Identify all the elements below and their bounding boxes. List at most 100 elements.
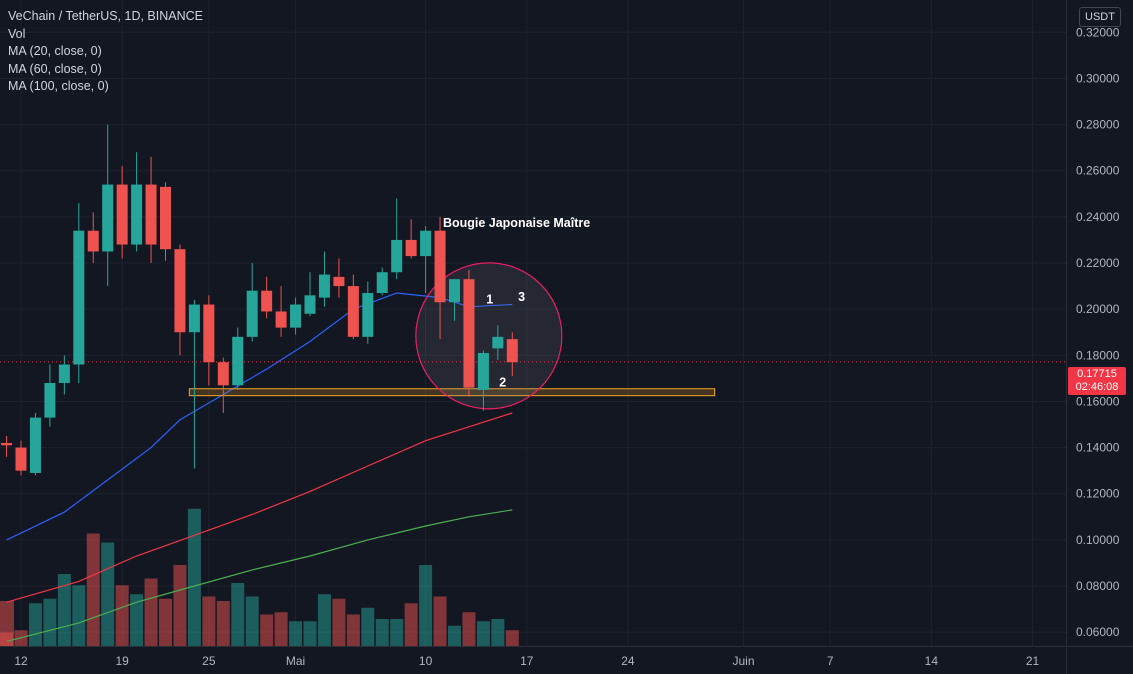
symbol-title[interactable]: VeChain / TetherUS, 1D, BINANCE: [8, 9, 203, 23]
candle-body: [203, 304, 215, 363]
volume-bar: [462, 612, 476, 646]
highlight-circle: [0, 262, 1066, 410]
time-tick-label: 21: [1026, 654, 1040, 668]
price-tick-label: 0.22000: [1076, 256, 1120, 270]
price-tick-label: 0.32000: [1076, 25, 1120, 39]
candle-body: [492, 336, 504, 349]
price-tick-label: 0.20000: [1076, 302, 1120, 316]
legend-vol[interactable]: Vol: [8, 26, 26, 41]
candle-body: [232, 336, 244, 386]
candle-body: [405, 239, 417, 257]
volume-bar: [332, 598, 346, 646]
candle-body: [1, 442, 13, 446]
volume-bar: [101, 542, 115, 646]
candle-body: [58, 364, 70, 383]
time-tick-label: 10: [419, 654, 433, 668]
time-axis[interactable]: 12 19 25 Mai 10 17 24 Juin 7 14 21: [0, 646, 1133, 669]
candle-body: [290, 304, 302, 328]
volume-bar: [130, 594, 144, 646]
price-tick-label: 0.16000: [1076, 394, 1120, 408]
price-tick-label: 0.12000: [1076, 487, 1120, 501]
volume-bar: [491, 619, 505, 646]
candle-body: [15, 447, 27, 471]
candle-body: [275, 311, 287, 328]
candle-body: [131, 184, 143, 245]
candles: [1, 124, 518, 476]
candle-body: [434, 230, 446, 303]
support-zone-rect: [188, 388, 716, 397]
candle-body: [304, 295, 316, 314]
volume-bar: [86, 533, 100, 646]
time-tick-label: Mai: [286, 654, 305, 668]
candle-body: [29, 417, 41, 473]
volume-bars: [0, 508, 519, 646]
currency-button[interactable]: USDT: [1079, 7, 1121, 27]
candle-body: [362, 293, 374, 337]
volume-bar: [361, 607, 375, 646]
volume-bar: [419, 565, 433, 646]
candle-body: [376, 272, 388, 294]
price-tick-label: 0.26000: [1076, 164, 1120, 178]
candle-body: [246, 290, 258, 337]
volume-bar: [245, 596, 259, 646]
volume-bar: [346, 614, 360, 646]
volume-bar: [274, 612, 288, 646]
annotation-label: 3: [518, 290, 525, 304]
volume-bar: [448, 625, 461, 646]
volume-bar: [476, 621, 490, 646]
candle-body: [261, 290, 273, 312]
chart-legend: VeChain / TetherUS, 1D, BINANCE Vol MA (…: [8, 8, 203, 96]
candle-body: [145, 184, 157, 245]
time-tick-label: 19: [115, 654, 129, 668]
volume-bar: [303, 621, 317, 646]
candle-body: [318, 274, 330, 298]
candle-body: [73, 230, 85, 365]
candle-body: [217, 362, 229, 386]
candle-body: [160, 186, 171, 250]
ma100-line: [6, 509, 513, 642]
support-zone: [188, 388, 716, 397]
volume-bar: [375, 619, 389, 646]
annotation-label: 2: [499, 375, 506, 389]
price-tick-label: 0.28000: [1076, 118, 1120, 132]
last-price-value: 0.17715: [1077, 368, 1117, 380]
volume-bar: [0, 601, 14, 646]
annotation-label: Bougie Japonaise Maître: [443, 216, 590, 230]
volume-bar: [144, 578, 158, 646]
candle-body: [174, 249, 186, 333]
time-tick-label: 17: [520, 654, 534, 668]
volume-bar: [505, 630, 519, 646]
time-tick-label: Juin: [732, 654, 754, 668]
legend-ma100[interactable]: MA (100, close, 0): [8, 79, 109, 93]
candle-body: [44, 382, 56, 418]
volume-bar: [390, 619, 404, 646]
candle-body: [420, 230, 432, 257]
legend-ma20[interactable]: MA (20, close, 0): [8, 44, 102, 58]
annotations: Bougie Japonaise Maître 1 2 3: [443, 216, 590, 389]
volume-bar: [317, 594, 331, 646]
volume-bar: [202, 596, 216, 646]
candle-body: [188, 304, 200, 333]
volume-bar: [260, 614, 274, 646]
candle-body: [449, 279, 460, 303]
price-tick-label: 0.24000: [1076, 210, 1120, 224]
volume-bar: [28, 603, 42, 646]
candle-body: [391, 239, 403, 273]
candle-body: [333, 276, 345, 287]
volume-bar: [173, 565, 187, 646]
last-price-tag: 0.17715 02:46:08: [1068, 367, 1126, 395]
price-tick-label: 0.10000: [1076, 533, 1120, 547]
volume-bar: [115, 585, 129, 646]
candle-body: [506, 339, 518, 363]
bar-countdown: 02:46:08: [1075, 381, 1119, 393]
candle-body: [102, 184, 114, 252]
volume-bar: [231, 583, 245, 646]
candle-body: [116, 184, 128, 245]
price-axis[interactable]: 0.32000 0.30000 0.28000 0.26000 0.24000 0.220…: [1066, 0, 1120, 674]
price-tick-label: 0.08000: [1076, 579, 1120, 593]
legend-ma60[interactable]: MA (60, close, 0): [8, 61, 102, 76]
candle-body: [87, 230, 99, 252]
volume-bar: [72, 585, 86, 646]
volume-bar: [187, 508, 201, 646]
